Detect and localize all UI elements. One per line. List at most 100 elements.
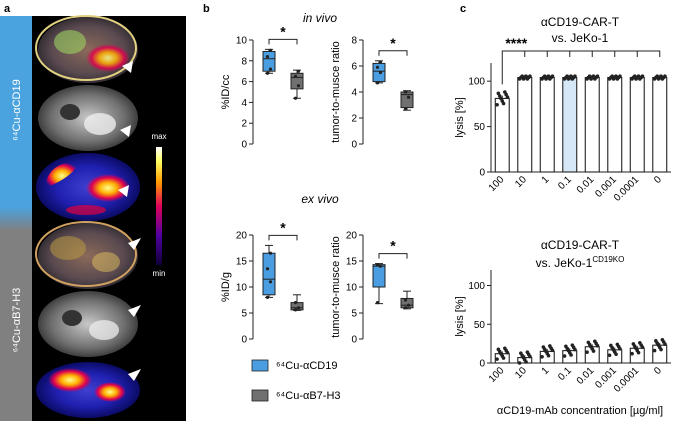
x-tick-label: 0.1 [556, 174, 574, 192]
replicate-point [573, 347, 577, 352]
scan-fused-cd19 [35, 15, 138, 83]
arrowhead-icon [128, 305, 141, 317]
scan-fused-b7h3 [35, 221, 138, 289]
data-point [403, 107, 408, 111]
data-point [406, 95, 411, 99]
data-point [403, 90, 408, 94]
colorbar [156, 147, 162, 265]
data-point [293, 74, 298, 78]
arrowhead-icon [128, 238, 141, 250]
y-tick-label: 0 [479, 359, 485, 370]
replicate-point [495, 102, 499, 107]
scan-ct-b7h3 [38, 291, 138, 357]
significance-bracket [268, 234, 298, 241]
replicate-point [550, 74, 555, 78]
y-tick-label: 20 [346, 231, 358, 242]
replicate-point [607, 353, 612, 358]
replicate-point [614, 352, 618, 356]
data-point [375, 301, 380, 305]
replicate-point [573, 74, 577, 78]
legend: ⁶⁴Cu-αCD19 ⁶⁴Cu-αB7-H3 [251, 359, 341, 402]
bar [517, 76, 533, 173]
y-tick-label: 5 [351, 309, 357, 320]
y-axis-label: lysis [%] [454, 296, 466, 336]
data-point [406, 303, 411, 307]
lysis-xlabel: αCD19-mAb concentration [µg/ml] [497, 405, 663, 417]
replicate-point [517, 361, 522, 365]
legend-swatch-b7h3 [251, 389, 269, 402]
data-point [268, 280, 273, 284]
bar [539, 76, 555, 173]
y-tick-label: 6 [241, 77, 247, 88]
x-tick-label: 10 [513, 365, 529, 381]
title-in-vivo: in vivo [303, 11, 337, 25]
replicate-point [636, 350, 641, 355]
replicate-point [524, 360, 528, 364]
y-axis-label: %ID/g [220, 272, 232, 302]
y-tick-label: 0 [479, 168, 485, 179]
data-point [268, 67, 273, 71]
y-tick-label: 2 [241, 119, 247, 130]
significance-label: * [280, 23, 286, 39]
replicate-point [501, 356, 506, 360]
replicate-point [569, 353, 573, 357]
arrowhead-icon [118, 185, 129, 197]
replicate-point [595, 343, 600, 348]
data-point [375, 263, 380, 267]
lysis-top-subtitle: vs. JeKo-1 [552, 31, 609, 45]
y-tick-label: 10 [346, 283, 358, 294]
panel-letter-b: b [203, 3, 210, 15]
panel-a: a ⁶⁴Cu-αCD19 ⁶⁴Cu-αB7-H3 [0, 3, 186, 421]
replicate-point [630, 351, 634, 356]
lysis-bottom-title: αCD19-CAR-T [541, 238, 620, 252]
data-point [296, 306, 301, 310]
legend-label-b7h3: ⁶⁴Cu-αB7-H3 [276, 390, 341, 402]
x-tick-label: 0.0001 [612, 174, 642, 204]
y-axis-label: tumor-to-musce ratio [330, 41, 342, 142]
x-tick-label: 0 [652, 365, 664, 377]
lysis-bottom-subtitle-main: vs. JeKo-1 [536, 256, 593, 270]
legend-label-cd19: ⁶⁴Cu-αCD19 [276, 360, 337, 372]
x-tick-label: 10 [513, 174, 529, 190]
significance-bracket [501, 50, 661, 85]
replicate-point [562, 354, 567, 358]
y-tick-label: 6 [351, 62, 357, 73]
significance-label: * [280, 219, 286, 235]
boxplot-invivo-idcc: 0 2 4 6 8 10 %ID/cc * [220, 23, 304, 151]
bar [607, 76, 623, 173]
data-point [265, 55, 270, 59]
replicate-point [505, 350, 510, 355]
significance-bracket [268, 38, 298, 45]
y-tick-label: 0 [351, 140, 357, 151]
y-tick-label: 0 [241, 335, 247, 346]
significance-bracket [378, 50, 408, 56]
arrowhead-icon [128, 369, 141, 381]
bar [652, 76, 668, 173]
data-point [296, 69, 301, 73]
y-tick-label: 5 [241, 309, 247, 320]
replicate-point [528, 354, 532, 359]
y-tick-label: 4 [241, 98, 247, 109]
label-b7h3-group: ⁶⁴Cu-αB7-H3 [11, 288, 23, 353]
box [290, 302, 304, 311]
data-point [378, 70, 383, 75]
y-tick-label: 50 [474, 122, 486, 133]
colorbar-min-label: min [153, 269, 166, 278]
x-tick-label: 1 [540, 365, 552, 377]
replicate-point [640, 345, 645, 349]
arrowhead-icon [120, 125, 131, 137]
y-tick-label: 15 [346, 257, 358, 268]
boxplot-exvivo-idg: 0 5 10 15 20 %ID/g * [220, 219, 304, 346]
replicate-point [640, 74, 645, 78]
data-point [268, 48, 273, 53]
replicate-point [595, 74, 600, 78]
significance-label: **** [505, 35, 527, 51]
y-axis-label: tumor-to-musce ratio [330, 236, 342, 337]
tumor-arrowheads [118, 61, 141, 381]
panel-letter-c: c [460, 3, 466, 15]
replicate-point [505, 95, 510, 99]
boxplot-exvivo-ratio: 0 5 10 15 20 tumor-to-musce ratio * [330, 231, 414, 346]
